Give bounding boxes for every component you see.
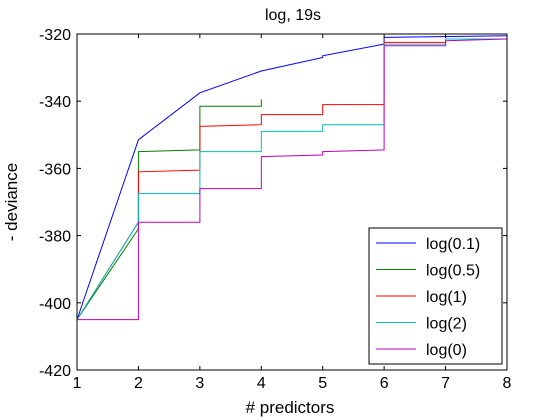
legend-label: log(0) [426,342,467,359]
legend-label: log(2) [426,316,467,333]
series-line-4 [77,38,508,321]
y-tick-label: -360 [39,161,71,178]
x-tick-label: 1 [73,375,82,392]
y-tick-label: -380 [39,229,71,246]
x-tick-label: 2 [134,375,143,392]
legend-label: log(0.1) [426,236,480,253]
x-tick-label: 8 [503,375,512,392]
axes: 1 2 3 4 5 6 7 8 -420 -400 -380 -360 -340 -320 [39,27,512,392]
x-tick-label: 5 [318,375,327,392]
legend-label: log(1) [426,289,467,306]
plot-area [76,35,508,321]
x-axis-label: # predictors [246,398,335,417]
y-tick-label: -420 [39,363,71,380]
legend: log(0.1) log(0.5) log(1) log(2) log(0) [368,227,503,365]
x-tick-label: 7 [441,375,450,392]
series-line-3 [76,38,507,320]
x-tick-label: 6 [380,375,389,392]
x-tick-label: 3 [195,375,204,392]
chart-title: log, 19s [265,7,321,24]
y-tick-label: -340 [39,94,71,111]
series-line-0 [76,35,508,320]
legend-label: log(0.5) [426,263,480,280]
y-axis-label: - deviance [2,163,21,241]
series-line-2 [76,38,507,320]
axes-box [76,33,508,371]
y-tick-label: -400 [39,296,71,313]
y-tick-label: -320 [39,27,71,44]
x-tick-label: 4 [257,375,266,392]
